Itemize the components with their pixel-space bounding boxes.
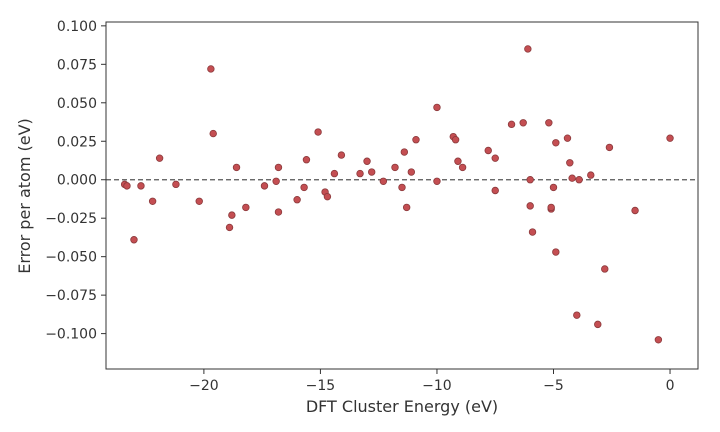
scatter-point [137,182,145,190]
scatter-point [575,176,583,184]
scatter-point [545,119,553,127]
scatter-point [337,151,346,159]
scatter-point [293,196,301,204]
scatter-point [601,265,609,273]
scatter-point [368,168,376,176]
scatter-point [260,182,269,190]
scatter-point [666,134,674,142]
scatter-point [549,183,558,192]
scatter-point [379,177,388,185]
y-tick-label: −0.025 [45,211,97,227]
x-tick-label: −15 [306,378,336,394]
scatter-point [274,208,283,216]
plot-area [106,22,698,369]
scatter-point [391,163,399,172]
x-tick-label: −5 [543,378,564,394]
scatter-point [491,186,499,195]
scatter-point [631,206,639,215]
scatter-point [242,203,250,212]
scatter-point [172,180,180,189]
y-tick-label: 0.000 [57,173,97,189]
scatter-point [594,320,602,329]
scatter-point [454,157,462,165]
scatter-point [155,154,164,162]
scatter-point [526,202,534,210]
scatter-point [552,248,560,256]
scatter-point [400,148,409,156]
scatter-point [458,163,467,172]
scatter-point [195,197,203,205]
scatter-point [272,177,280,185]
scatter-point [528,228,537,236]
scatter-point [568,174,576,182]
scatter-point [402,203,411,212]
scatter-point [148,197,157,205]
scatter-point [547,203,555,212]
scatter-point [507,120,516,129]
scatter-point [566,159,574,167]
scatter-point [356,169,364,178]
scatter-point [130,236,138,244]
scatter-point [524,45,532,53]
scatter-point [323,192,332,201]
y-tick-label: 0.100 [57,19,97,35]
scatter-point [451,136,460,144]
scatter-point [330,169,339,178]
scatter-point [300,183,308,192]
scatter-point [274,163,283,172]
y-tick-label: 0.075 [57,57,97,73]
x-tick-label: −10 [422,378,452,394]
scatter-point [484,146,492,155]
scatter-point [363,157,371,165]
scatter-point [605,143,614,152]
plot-frame [105,21,699,370]
y-tick-label: −0.100 [45,327,97,343]
scatter-point [587,171,595,179]
scatter-point [314,128,322,136]
scatter-point [232,163,241,172]
y-tick-label: −0.050 [45,250,97,266]
scatter-point [398,183,406,192]
scatter-point [225,223,234,232]
y-tick-label: 0.050 [57,96,97,112]
y-axis-ticks: 0.100 0.075 0.050 0.025 0.000 −0.025 −0.050 −0.… [45,19,106,343]
scatter-point [412,136,420,144]
scatter-point [491,154,499,162]
scatter-point [433,103,441,112]
x-tick-label: −20 [189,378,219,394]
scatter-point [209,129,217,138]
scatter-point [433,177,441,185]
y-tick-label: 0.025 [57,134,97,150]
scatter-point [407,168,416,176]
scatter-point [302,156,311,164]
scatter-point [519,119,527,127]
y-tick-label: −0.075 [45,288,97,304]
scatter-point [563,134,572,142]
scatter-point [526,176,534,184]
x-axis-label: DFT Cluster Energy (eV) [306,397,498,416]
scatter-point [573,311,581,319]
scatter-point [228,211,236,219]
scatter-point [123,182,131,190]
x-axis-ticks: −20 −15 −10 −5 0 [189,369,674,394]
data-points [120,45,674,344]
scatter-point [552,139,560,147]
scatter-point [654,336,663,344]
scatter-point [207,65,215,73]
y-axis-label: Error per atom (eV) [15,118,34,274]
x-tick-label: 0 [666,378,675,394]
